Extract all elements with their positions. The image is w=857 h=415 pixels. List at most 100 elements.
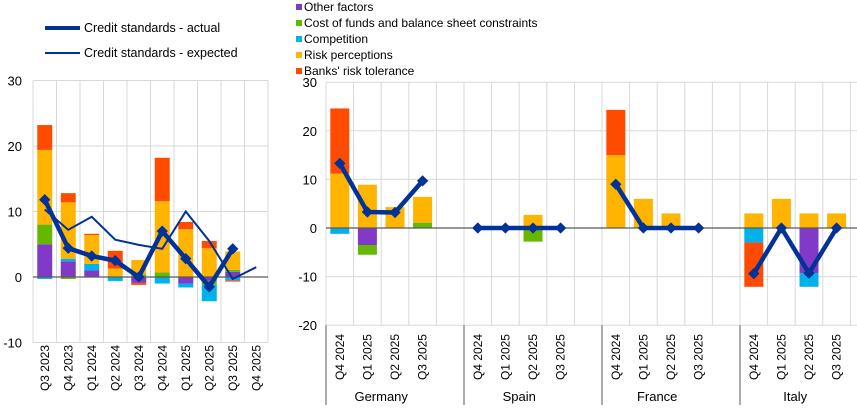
marker-actual xyxy=(775,222,788,234)
y-tick-label: 30 xyxy=(303,75,317,90)
bar-risk-tolerance-2-0 xyxy=(606,109,626,156)
bar-risk-perceptions-0-0 xyxy=(330,173,350,228)
x-tick-label: Q3 2025 xyxy=(416,334,430,380)
y-tick-label: 10 xyxy=(303,172,317,187)
country-chart: -20 -10 0 10 20 30 Germany Q4 2024 Q1 2025 Q2 202… xyxy=(298,75,857,405)
y-tick-label: 30 xyxy=(8,74,22,89)
bar-competition-0-0 xyxy=(330,228,350,234)
legend-expected-label: Credit standards - expected xyxy=(84,46,238,60)
marker-actual xyxy=(637,222,650,234)
bar-risk-tolerance-4 xyxy=(131,282,147,285)
y-tick-label: 20 xyxy=(8,139,22,154)
bar-competition-1 xyxy=(60,258,76,262)
x-tick-label: Q1 2024 xyxy=(85,345,99,391)
group-label-spain: Spain xyxy=(503,389,536,404)
legend-actual-label: Credit standards - actual xyxy=(84,21,220,35)
bar-cost-of-funds-5 xyxy=(154,272,170,277)
x-tick-label: Q3 2024 xyxy=(132,345,146,391)
bar-competition-6 xyxy=(178,283,194,288)
bar-risk-tolerance-3-0 xyxy=(744,242,764,287)
bar-risk-perceptions-3-2 xyxy=(799,213,819,228)
y-tick-label: 0 xyxy=(15,270,22,285)
bar-competition-3 xyxy=(107,277,123,281)
legend-label-cost-of-funds: Cost of funds and balance sheet constrai… xyxy=(304,16,537,30)
bar-risk-tolerance-8 xyxy=(225,280,241,282)
x-tick-label: Q1 2025 xyxy=(498,334,512,380)
marker-actual xyxy=(472,222,484,234)
bar-risk-tolerance-6 xyxy=(178,221,194,230)
group-label-italy: Italy xyxy=(783,389,807,404)
x-tick-label: Q4 2024 xyxy=(155,345,169,391)
bar-competition-7 xyxy=(201,284,217,302)
bar-risk-perceptions-1-2 xyxy=(523,214,543,228)
bar-other-factors-0-1 xyxy=(357,228,377,246)
bar-other-factors-7 xyxy=(201,277,217,281)
bar-risk-perceptions-0-3 xyxy=(413,196,433,223)
bar-risk-tolerance-7 xyxy=(201,240,217,249)
line-legend: Credit standards - actual Credit standar… xyxy=(45,21,238,60)
line-actual xyxy=(751,225,839,276)
legend-swatch-competition xyxy=(296,36,302,42)
x-tick-label: Q3 2025 xyxy=(692,334,706,380)
bar-cost-of-funds-1 xyxy=(60,277,76,279)
marker-actual xyxy=(156,225,168,237)
bar-risk-tolerance-0-0 xyxy=(330,108,350,174)
bar-cost-of-funds-8 xyxy=(225,269,241,272)
x-tick-label: Q4 2024 xyxy=(333,334,347,380)
y-tick-label: 0 xyxy=(310,221,317,236)
bar-cost-of-funds-0-3 xyxy=(413,222,433,228)
bar-competition-3-0 xyxy=(744,228,764,243)
legend-label-other-factors: Other factors xyxy=(304,0,373,14)
marker-actual xyxy=(748,268,760,280)
legend-label-risk-tolerance: Banks' risk tolerance xyxy=(304,64,415,78)
y-tick-label: -10 xyxy=(3,336,22,351)
x-tick-label: Q4 2023 xyxy=(61,345,75,391)
x-tick-label: Q2 2025 xyxy=(802,334,816,380)
x-tick-label: Q3 2025 xyxy=(830,334,844,380)
x-tick-label: Q4 2024 xyxy=(471,334,485,380)
x-tick-label: Q2 2025 xyxy=(388,334,402,380)
legend-label-risk-perceptions: Risk perceptions xyxy=(304,48,393,62)
x-tick-label: Q4 2024 xyxy=(609,334,623,380)
bar-other-factors-0 xyxy=(37,244,53,277)
bar-legend: Other factors Cost of funds and balance s… xyxy=(296,0,537,78)
bar-risk-tolerance-2 xyxy=(84,233,100,236)
marker-actual xyxy=(334,157,346,170)
bar-cost-of-funds-0-1 xyxy=(357,245,377,255)
marker-actual xyxy=(203,281,215,293)
bar-cost-of-funds-0 xyxy=(37,224,53,245)
line-expected xyxy=(44,208,257,281)
x-tick-label: Q2 2024 xyxy=(108,345,122,391)
marker-actual xyxy=(610,178,622,190)
y-tick-label: 20 xyxy=(303,124,317,139)
bar-risk-tolerance-1 xyxy=(60,193,76,203)
bar-risk-perceptions-7 xyxy=(201,248,217,277)
x-tick-label: Q1 2025 xyxy=(179,345,193,391)
bar-cost-of-funds-1-2 xyxy=(523,228,543,242)
bar-competition-2 xyxy=(84,263,100,271)
bar-risk-perceptions-2-2 xyxy=(661,213,681,228)
marker-actual xyxy=(554,222,567,234)
bar-risk-perceptions-3-1 xyxy=(771,198,791,228)
x-tick-label: Q4 2024 xyxy=(747,334,761,380)
y-tick-label: 10 xyxy=(8,205,22,220)
marker-actual xyxy=(39,194,51,206)
bar-risk-tolerance-5 xyxy=(154,157,170,202)
bar-competition-5 xyxy=(154,277,170,284)
group-label-france: France xyxy=(637,389,677,404)
x-tick-label: Q3 2023 xyxy=(38,345,52,391)
bar-competition-3-2 xyxy=(799,273,819,287)
x-tick-label: Q2 2025 xyxy=(202,345,216,391)
bar-risk-perceptions-3-0 xyxy=(744,213,764,228)
marker-actual xyxy=(227,243,239,255)
y-tick-label: -10 xyxy=(298,270,317,285)
bar-risk-perceptions-3-3 xyxy=(827,213,847,228)
marker-actual xyxy=(803,267,815,279)
bar-other-factors-6 xyxy=(178,277,194,284)
x-tick-label: Q1 2025 xyxy=(636,334,650,380)
bar-risk-perceptions-3 xyxy=(107,268,123,277)
line-actual xyxy=(337,162,425,215)
bar-risk-perceptions-2-0 xyxy=(606,155,626,228)
marker-actual xyxy=(180,253,192,265)
